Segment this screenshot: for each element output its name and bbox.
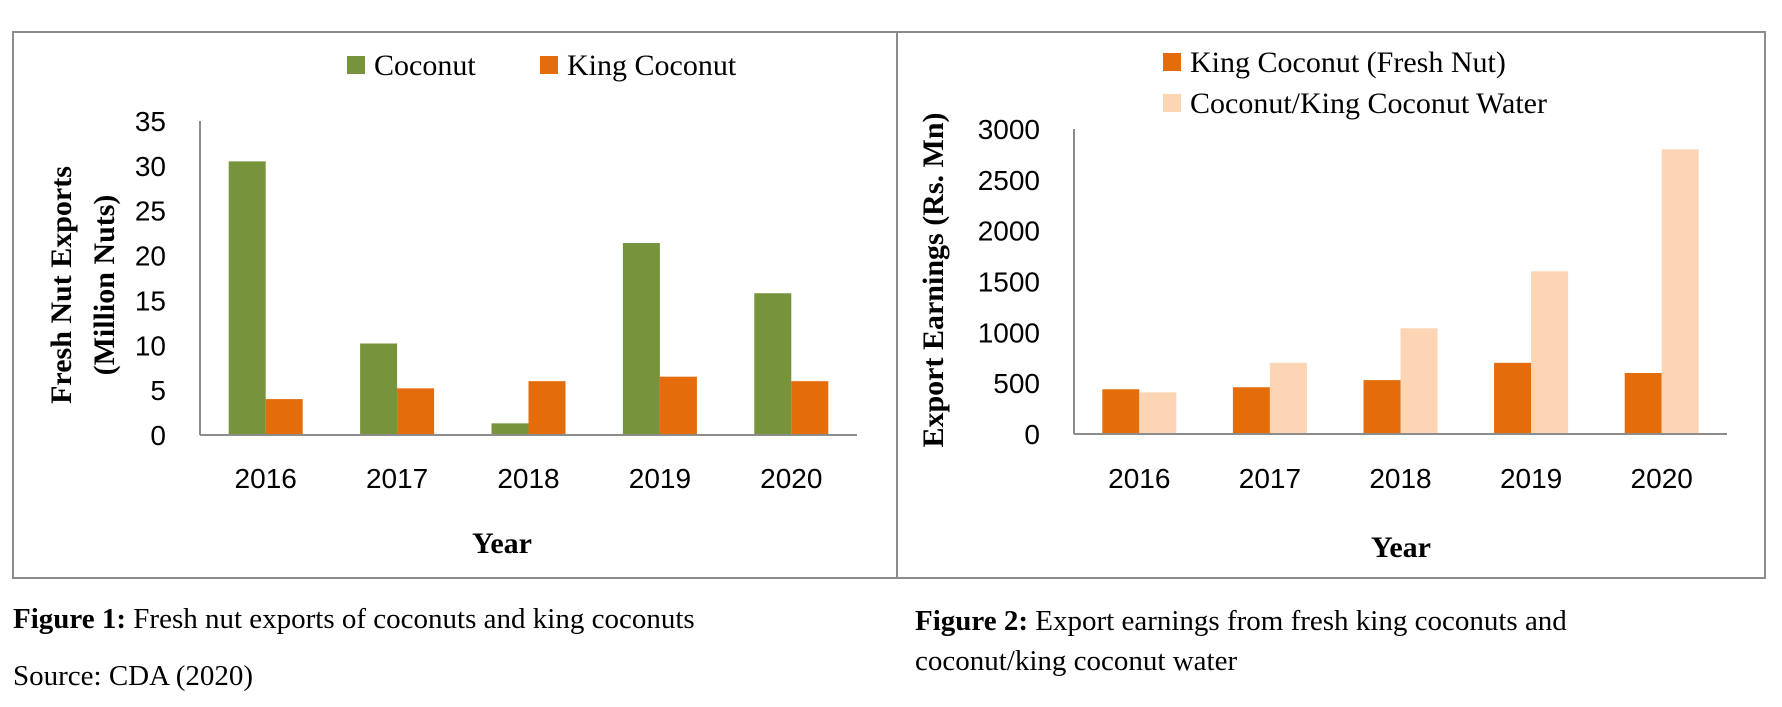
chart-2-bar-coconut-king-coconut-water-2018 <box>1400 328 1438 434</box>
chart-2-x-tick-label: 2020 <box>1631 463 1693 494</box>
chart-1-bar-coconut-2017 <box>360 343 398 435</box>
chart-1-y-tick-label: 0 <box>150 420 166 451</box>
chart-1-x-tick-label: 2020 <box>760 463 822 494</box>
chart-1-y-tick-label: 5 <box>150 375 166 406</box>
chart-1-y-tick-label: 25 <box>135 196 166 227</box>
chart-1-bar-king-coconut-2019 <box>659 376 697 435</box>
chart-1-y-tick-label: 20 <box>135 241 166 272</box>
chart-2-y-tick-label: 0 <box>1024 419 1040 450</box>
chart-2-frame <box>896 31 1766 579</box>
figure-2-caption: Figure 2: Export earnings from fresh kin… <box>915 601 1567 641</box>
chart-2-x-ticks: 2016 2017 2018 2019 2020 <box>1108 463 1693 494</box>
figure-1-caption-label: Figure 1: <box>13 603 127 635</box>
chart-2-y-tick-label: 500 <box>993 368 1040 399</box>
chart-1-bar-king-coconut-2016 <box>265 399 303 435</box>
chart-1-bars <box>228 161 829 435</box>
source-caption: Source: CDA (2020) <box>13 660 254 692</box>
chart-2-bar-king-coconut-fresh-nut-2017 <box>1232 387 1270 434</box>
chart-1-bar-coconut-2019 <box>622 243 660 435</box>
chart-2-y-tick-label: 1500 <box>978 267 1040 298</box>
chart-2-x-tick-label: 2018 <box>1369 463 1431 494</box>
chart-1-x-tick-label: 2018 <box>497 463 559 494</box>
chart-1-y-ticks: 0 5 10 15 20 25 30 35 <box>135 106 166 451</box>
chart-1-bar-coconut-2016 <box>228 161 266 435</box>
chart-1-bar-king-coconut-2020 <box>791 381 829 435</box>
chart-2-bar-coconut-king-coconut-water-2019 <box>1531 271 1569 434</box>
chart-1-legend-swatch-coconut <box>347 56 365 74</box>
chart-2-y-tick-label: 1000 <box>978 317 1040 348</box>
chart-2-bar-king-coconut-fresh-nut-2020 <box>1624 373 1662 434</box>
chart-2-bar-coconut-king-coconut-water-2020 <box>1661 149 1699 435</box>
chart-2-x-tick-label: 2017 <box>1239 463 1301 494</box>
chart-2-bar-coconut-king-coconut-water-2016 <box>1139 392 1177 434</box>
chart-1-x-tick-label: 2017 <box>366 463 428 494</box>
figure-2-caption-label: Figure 2: <box>915 605 1029 637</box>
chart-2-y-tick-label: 2000 <box>978 216 1040 247</box>
chart-1-legend-label-coconut: Coconut <box>374 49 476 82</box>
chart-2-legend-label-coconut-water: Coconut/King Coconut Water <box>1190 87 1547 120</box>
chart-2-legend-label-king-coconut-fresh-nut: King Coconut (Fresh Nut) <box>1190 46 1506 79</box>
chart-1-y-axis-label-line-1: Fresh Nut Exports <box>45 166 78 404</box>
figure-2-caption-text-line-1: Export earnings from fresh king coconuts… <box>1028 605 1567 637</box>
chart-2-bars <box>1102 149 1699 435</box>
chart-1-x-tick-label: 2016 <box>235 463 297 494</box>
chart-2-bar-king-coconut-fresh-nut-2019 <box>1494 362 1532 434</box>
chart-2-y-axis-label: Export Earnings (Rs. Mn) <box>917 112 950 447</box>
chart-2-x-axis-label: Year <box>1371 531 1431 564</box>
figure-2-caption-line-2: coconut/king coconut water <box>915 645 1238 677</box>
chart-1-y-axis-label-line-2: (Million Nuts) <box>88 195 121 376</box>
chart-2-x-tick-label: 2019 <box>1500 463 1562 494</box>
chart-2-bar-coconut-king-coconut-water-2017 <box>1269 362 1307 434</box>
chart-1-bar-coconut-2018 <box>491 423 529 435</box>
chart-1-legend: Coconut King Coconut <box>347 49 737 82</box>
chart-2-x-tick-label: 2016 <box>1108 463 1170 494</box>
chart-2-bar-king-coconut-fresh-nut-2016 <box>1102 389 1140 434</box>
chart-2-y-ticks: 0 500 1000 1500 2000 2500 3000 <box>978 114 1040 450</box>
chart-1-x-ticks: 2016 2017 2018 2019 2020 <box>235 463 823 494</box>
chart-2-legend-swatch-king-coconut-fresh-nut <box>1163 53 1181 71</box>
chart-2-y-tick-label: 2500 <box>978 165 1040 196</box>
chart-2-legend: King Coconut (Fresh Nut) Coconut/King Co… <box>1163 46 1547 120</box>
chart-1-legend-label-king-coconut: King Coconut <box>567 49 737 82</box>
chart-1-x-tick-label: 2019 <box>629 463 691 494</box>
chart-1-x-axis-label: Year <box>472 527 532 560</box>
chart-2-y-tick-label: 3000 <box>978 114 1040 145</box>
chart-2-legend-swatch-coconut-water <box>1163 94 1181 112</box>
chart-1-legend-swatch-king-coconut <box>540 56 558 74</box>
chart-1-y-tick-label: 30 <box>135 151 166 182</box>
chart-1-bar-coconut-2020 <box>754 293 792 435</box>
chart-1-y-tick-label: 10 <box>135 330 166 361</box>
chart-1: 0 5 10 15 20 25 30 35 2016 2017 2018 2019 2020 Fres… <box>45 49 857 560</box>
chart-1-y-tick-label: 15 <box>135 285 166 316</box>
chart-2-bar-king-coconut-fresh-nut-2018 <box>1363 380 1401 434</box>
chart-1-bar-king-coconut-2017 <box>397 388 435 435</box>
figure-1-caption-text: Fresh nut exports of coconuts and king c… <box>126 603 695 635</box>
chart-1-bar-king-coconut-2018 <box>528 381 566 435</box>
chart-1-y-tick-label: 35 <box>135 106 166 137</box>
figure-1-caption: Figure 1: Fresh nut exports of coconuts … <box>13 599 695 639</box>
